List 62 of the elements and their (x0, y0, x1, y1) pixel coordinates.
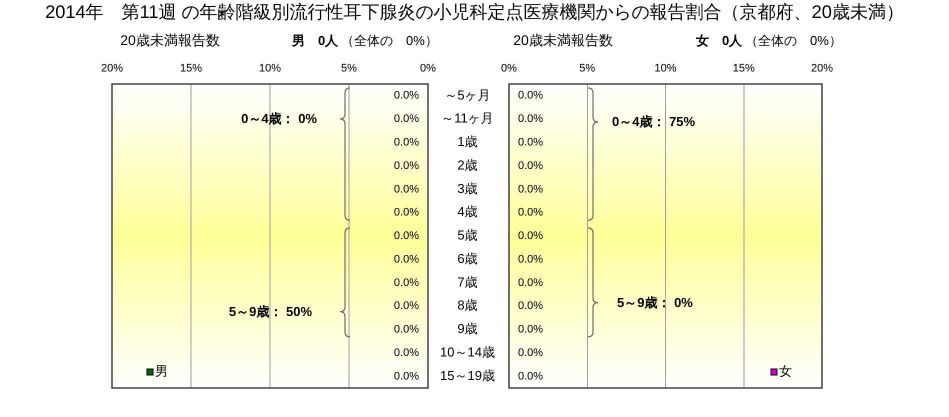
x-tick-label: 20% (100, 62, 124, 74)
data-label: 0.0% (518, 206, 544, 219)
data-label: 0.0% (394, 300, 420, 312)
x-tick-label: 10% (654, 62, 677, 74)
y-tick-label: 9歳 (457, 321, 478, 336)
y-tick-label: ～5ヶ月 (444, 87, 491, 102)
data-label: 0.0% (518, 276, 544, 289)
x-tick-label: 10% (258, 62, 282, 74)
y-tick-label: 4歳 (457, 204, 478, 220)
data-label: 0.0% (394, 346, 420, 359)
y-tick-label: 5歳 (457, 228, 478, 243)
chart-subtitle: 20歳未満報告数 (513, 32, 613, 48)
data-label: 0.0% (518, 324, 544, 336)
data-label: 0.0% (518, 370, 544, 382)
data-label: 0.0% (518, 136, 544, 148)
x-tick-label: 20% (810, 62, 834, 74)
annotation: 0～4歳： 75% (612, 114, 696, 128)
y-tick-label: 10～14歳 (440, 344, 495, 360)
data-label: 0.0% (394, 370, 420, 382)
data-label: 0.0% (518, 230, 544, 242)
legend-label: 女 (779, 364, 792, 379)
x-tick-label: 15% (180, 62, 202, 74)
y-tick-label: 15～19歳 (440, 368, 495, 383)
y-tick-label: 2歳 (457, 157, 478, 172)
y-tick-label: 3歳 (457, 180, 478, 196)
data-label: 0.0% (394, 206, 420, 219)
x-tick-label: 5% (579, 62, 596, 74)
data-label: 0.0% (394, 113, 420, 126)
data-label: 0.0% (518, 160, 544, 172)
data-label: 0.0% (518, 253, 544, 266)
text: 2014年 第11週 の年齢階級別流行性耳下腺炎の小児科定点医療機関からの報告割合（京都府、20歳未満） (44, 2, 905, 22)
x-tick-label: 15% (732, 62, 755, 74)
text: （全体の 0%） (745, 32, 842, 48)
x-tick-label: 0% (501, 62, 518, 74)
data-label: 0.0% (518, 346, 544, 359)
data-label: 0.0% (518, 113, 544, 126)
y-tick-label: ～11ヶ月 (441, 110, 494, 126)
data-label: 0.0% (394, 183, 420, 196)
text: 男 0人 (292, 32, 338, 48)
annotation: 5～9歳： 50% (228, 304, 312, 318)
data-label: 0.0% (518, 183, 544, 196)
x-tick-label: 5% (341, 62, 358, 74)
text: （全体の 0%） (341, 32, 438, 48)
data-label: 0.0% (518, 90, 544, 102)
annotation: 0～4歳： 0% (241, 110, 317, 126)
data-label: 0.0% (394, 90, 420, 102)
y-tick-label: 7歳 (457, 274, 478, 290)
chart-subtitle: 20歳未満報告数 (120, 32, 220, 48)
data-label: 0.0% (394, 253, 420, 266)
data-label: 0.0% (394, 136, 420, 148)
legend-label: 男 (155, 364, 168, 379)
annotation: 5～9歳： 0% (617, 294, 693, 310)
data-label: 0.0% (394, 160, 420, 172)
data-label: 0.0% (394, 324, 420, 336)
data-label: 0.0% (394, 230, 420, 242)
data-label: 0.0% (518, 300, 544, 312)
data-label: 0.0% (394, 276, 420, 289)
x-tick-label: 0% (420, 62, 436, 74)
y-tick-label: 8歳 (457, 298, 478, 313)
y-tick-label: 1歳 (457, 134, 478, 150)
y-tick-label: 6歳 (457, 250, 478, 266)
text: 女 0人 (696, 32, 742, 48)
